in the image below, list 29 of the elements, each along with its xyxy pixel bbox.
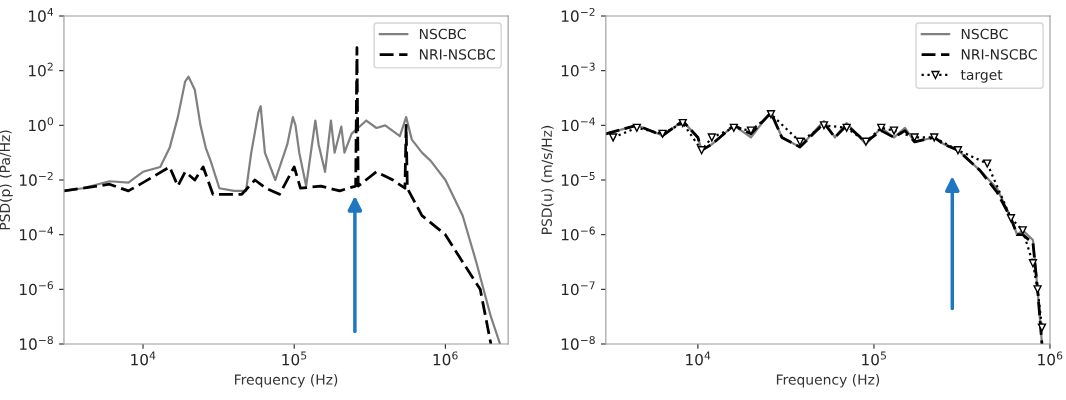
y-tick-label: 10$^{−7}$ <box>561 281 595 296</box>
y-tick-label: 10$^{4}$ <box>29 8 54 22</box>
y-tick-label: 10$^{−5}$ <box>561 172 595 186</box>
x-tick-label: 10$^{5}$ <box>862 351 886 366</box>
y-axis-title: PSD(p) (Pa/Hz) <box>0 130 13 230</box>
y-tick-label: 10$^{0}$ <box>29 117 54 132</box>
x-tick-label: 10$^{6}$ <box>433 351 458 366</box>
y-tick-label: 10$^{2}$ <box>29 62 53 77</box>
y-tick-label: 10$^{−2}$ <box>20 171 53 186</box>
legend-label: NSCBC <box>961 28 1008 40</box>
x-axis-title: Frequency (Hz) <box>235 374 338 388</box>
legend-label: NSCBC <box>419 28 466 40</box>
y-tick-label: 10$^{−4}$ <box>20 226 54 241</box>
x-tick-label: 10$^{4}$ <box>686 351 711 366</box>
x-tick-label: 10$^{4}$ <box>131 351 156 366</box>
legend-label: NRI-NSCBC <box>419 49 495 60</box>
y-tick-label: 10$^{−6}$ <box>561 226 595 241</box>
y-tick-label: 10$^{−8}$ <box>561 335 595 350</box>
y-tick-label: 10$^{−4}$ <box>561 117 595 132</box>
x-tick-label: 10$^{6}$ <box>1038 351 1063 366</box>
y-tick-label: 10$^{−2}$ <box>561 7 595 22</box>
y-tick-label: 10$^{−6}$ <box>20 281 54 296</box>
y-tick-label: 10$^{−3}$ <box>561 62 595 77</box>
legend-label: target <box>960 70 1003 83</box>
y-axis-title: PSD(u) (m/s/Hz) <box>541 125 554 234</box>
x-axis-title: Frequency (Hz) <box>776 374 880 388</box>
legend-label: NRI-NSCBC <box>961 49 1037 60</box>
x-tick-label: 10$^{5}$ <box>282 351 307 366</box>
y-tick-label: 10$^{−8}$ <box>20 335 53 350</box>
